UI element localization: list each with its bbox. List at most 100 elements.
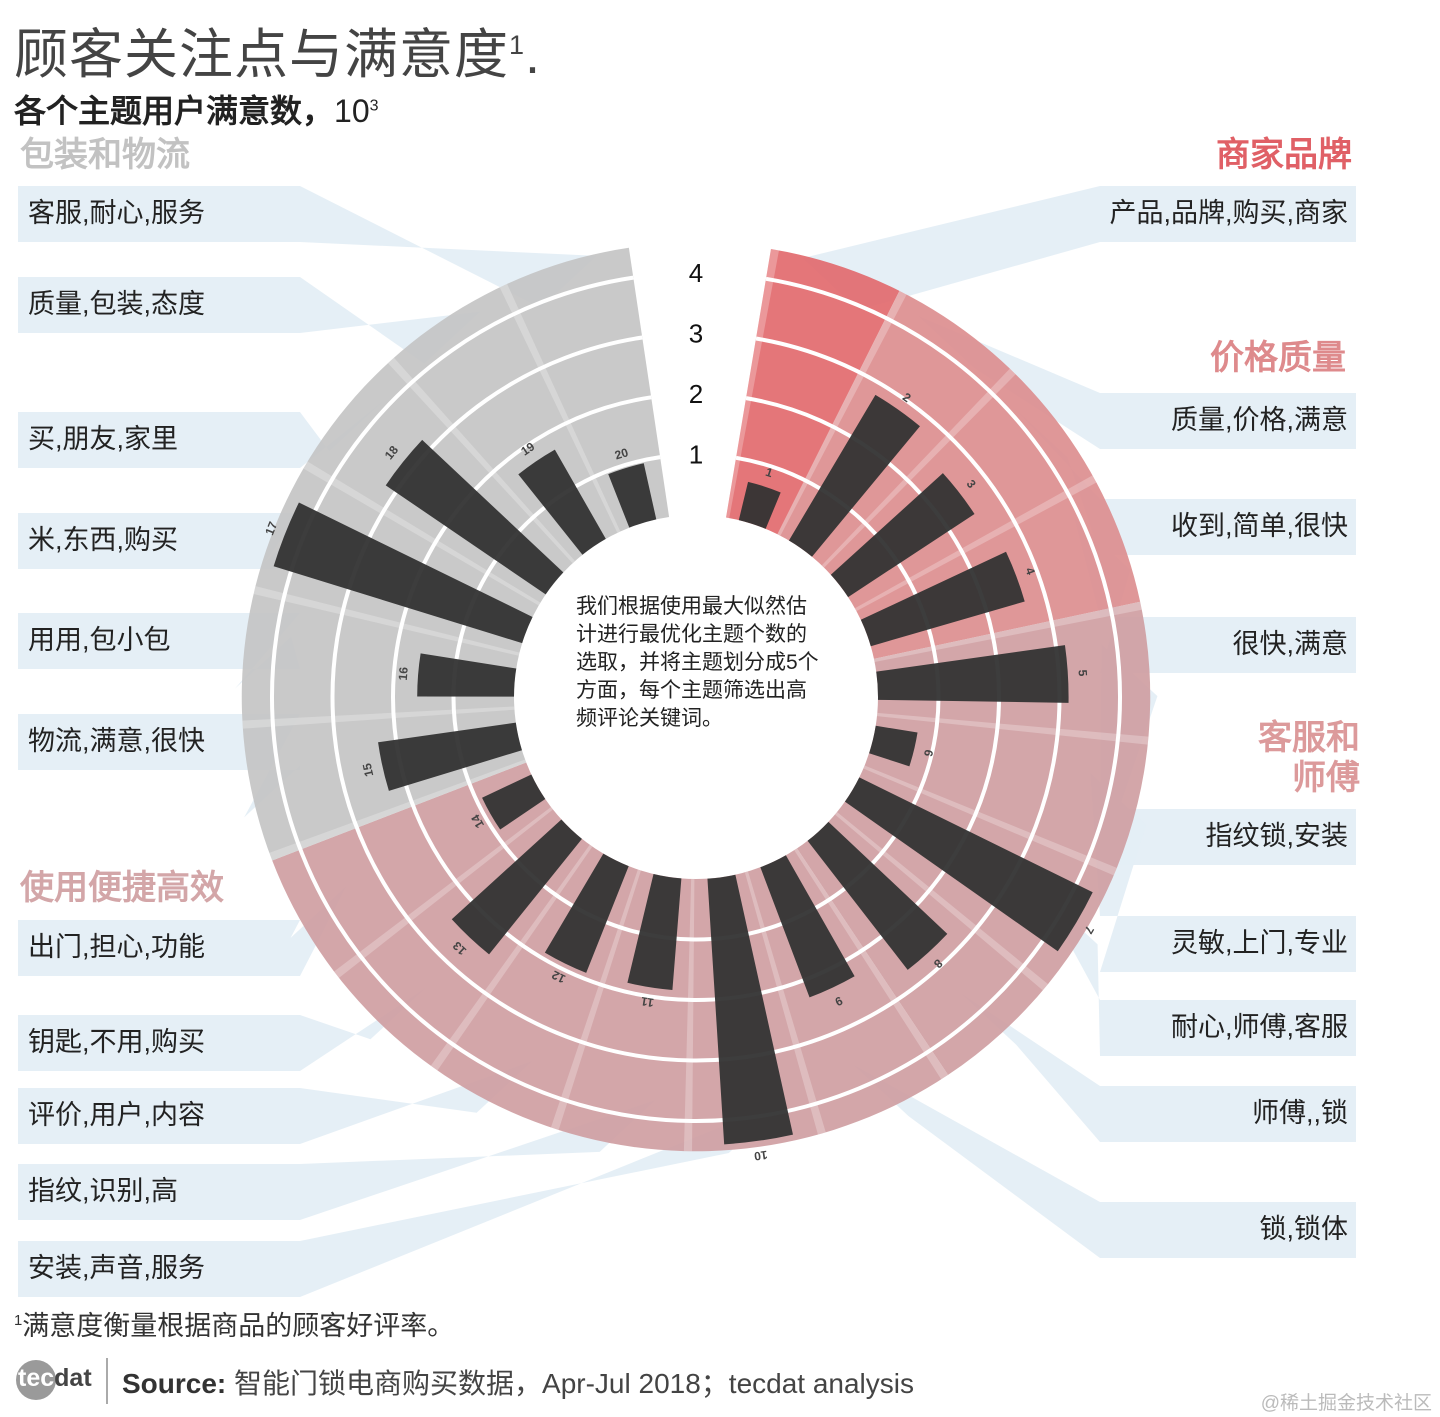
- category-label-price-quality: 价格质量: [1210, 339, 1346, 377]
- subtitle-unit: 10: [334, 93, 370, 129]
- bar-topic-6: [869, 725, 918, 767]
- topic-id-5: 5: [1075, 669, 1089, 677]
- bar-topic-1: [738, 481, 781, 529]
- topic-separator-16: [242, 706, 515, 729]
- keyword-label-10: 安装,声音,服务: [28, 1253, 205, 1283]
- topic-separator-17: [253, 586, 520, 656]
- topic-separator-6: [876, 712, 1149, 745]
- topic-id-1: 1: [764, 465, 775, 480]
- topic-separator-11: [683, 878, 695, 1152]
- topic-id-10: 10: [753, 1148, 768, 1164]
- keyword-label-12: 评价,用户,内容: [28, 1100, 205, 1130]
- source-label: Source:: [122, 1368, 227, 1399]
- category-label-service-line-2: 师傅: [1292, 759, 1360, 797]
- category-label-usability: 使用便捷高效: [19, 869, 224, 907]
- keyword-strip-left-5: [18, 613, 300, 689]
- topic-separator-20: [499, 283, 621, 533]
- bar-topic-11: [627, 873, 682, 990]
- bar-topic-2: [788, 394, 920, 557]
- keyword-strip-left-9: [18, 1060, 533, 1144]
- page-title: 顾客关注点与满意度1.: [14, 10, 541, 89]
- logo-text-a: tec: [18, 1364, 55, 1392]
- bar-topic-20: [608, 463, 657, 528]
- keyword-strip-right-6: [1090, 772, 1356, 972]
- keyword-strip-left-4: [18, 510, 321, 569]
- keyword-strip-left-7: [18, 885, 347, 976]
- topic-separator-19: [387, 357, 575, 564]
- keyword-label-16: 用用,包小包: [28, 625, 171, 655]
- keyword-label-2: 质量,价格,满意: [1171, 405, 1348, 435]
- title-footnote-marker: 1: [509, 30, 526, 60]
- bar-topic-9: [760, 855, 855, 998]
- chart-subtitle: 各个主题用户满意数，103: [14, 86, 379, 132]
- bar-topic-5: [876, 645, 1069, 703]
- bar-topic-8: [807, 821, 948, 970]
- topic-separator-1: [726, 248, 779, 519]
- keyword-label-8: 师傅,,锁: [1252, 1098, 1348, 1128]
- keyword-strip-left-1: [18, 186, 597, 308]
- bar-topic-16: [417, 653, 517, 697]
- keyword-label-11: 指纹,识别,高: [28, 1176, 178, 1206]
- title-text: 顾客关注点与满意度: [14, 25, 509, 85]
- grid-ring-1: [451, 455, 941, 942]
- category-label-brand: 商家品牌: [1216, 136, 1352, 174]
- keyword-label-15: 物流,满意,很快: [28, 726, 205, 756]
- source-text: 智能门锁电商购买数据，Apr-Jul 2018；tecdat analysis: [226, 1368, 915, 1399]
- sector-logistics: [241, 247, 670, 861]
- topic-separator-10: [744, 871, 826, 1135]
- keyword-label-7: 耐心,师傅,客服: [1171, 1012, 1348, 1042]
- bar-topic-12: [544, 853, 629, 973]
- topic-separator-9: [794, 848, 949, 1080]
- topic-separator-8: [834, 812, 1049, 991]
- label-strips: [18, 186, 1356, 1297]
- topic-id-12: 12: [549, 967, 567, 986]
- topic-separator-5: [873, 601, 1142, 663]
- topic-separator-14: [334, 806, 553, 978]
- radial-tick-1: 1: [689, 439, 703, 469]
- bar-topic-3: [830, 473, 975, 598]
- keyword-label-4: 很快,满意: [1232, 629, 1348, 659]
- keyword-label-18: 买,朋友,家里: [28, 424, 178, 454]
- keyword-label-17: 米,东西,购买: [28, 525, 178, 555]
- footnote: 1满意度衡量根据商品的顾客好评率。: [14, 1304, 454, 1343]
- footnote-marker: 1: [14, 1313, 23, 1329]
- category-label-service-line-1: 客服和: [1258, 718, 1360, 757]
- keyword-label-14: 出门,担心,功能: [28, 932, 205, 962]
- keyword-strip-left-2: [18, 277, 481, 364]
- keyword-strip-right-7: [1041, 892, 1356, 1056]
- topic-id-15: 15: [360, 762, 377, 778]
- topic-id-4: 4: [1022, 565, 1038, 576]
- keyword-label-1: 产品,品牌,购买,商家: [1109, 198, 1348, 228]
- bar-topic-18: [385, 439, 564, 595]
- bar-topic-13: [451, 819, 582, 955]
- bar-topic-15: [378, 722, 522, 791]
- keyword-strip-left-3: [18, 399, 386, 468]
- radial-tick-4: 4: [689, 258, 703, 288]
- subtitle-exponent: 3: [369, 97, 379, 115]
- watermark: @稀土掘金技术社区: [1260, 1393, 1432, 1414]
- title-suffix: .: [525, 25, 542, 85]
- topic-id-6: 6: [921, 748, 936, 758]
- topic-separator-12: [550, 869, 641, 1130]
- topic-id-20: 20: [613, 445, 630, 462]
- keyword-strip-right-9: [852, 1064, 1356, 1258]
- keyword-strip-left-8: [18, 987, 427, 1071]
- source-line: Source: 智能门锁电商购买数据，Apr-Jul 2018；tecdat a…: [122, 1362, 914, 1402]
- keyword-label-13: 钥匙,不用,购买: [28, 1027, 205, 1057]
- logo-circle: [16, 1360, 56, 1400]
- keyword-strip-right-1: [802, 186, 1356, 311]
- topic-id-11: 11: [640, 994, 655, 1010]
- keyword-label-19: 质量,包装,态度: [28, 289, 205, 319]
- bar-topic-10: [707, 874, 793, 1145]
- sector-brand: [726, 248, 900, 535]
- keyword-labels: 产品,品牌,购买,商家质量,价格,满意收到,简单,很快很快,满意指纹锁,安装灵敏…: [28, 198, 1348, 1283]
- bar-topic-14: [482, 774, 546, 830]
- radial-tick-2: 2: [689, 379, 703, 409]
- bar-topic-4: [860, 551, 1025, 647]
- grid-ring-2: [391, 395, 1001, 1002]
- topic-separator-7: [863, 765, 1117, 876]
- keyword-strip-right-8: [959, 992, 1356, 1142]
- bar-topic-7: [844, 777, 1093, 952]
